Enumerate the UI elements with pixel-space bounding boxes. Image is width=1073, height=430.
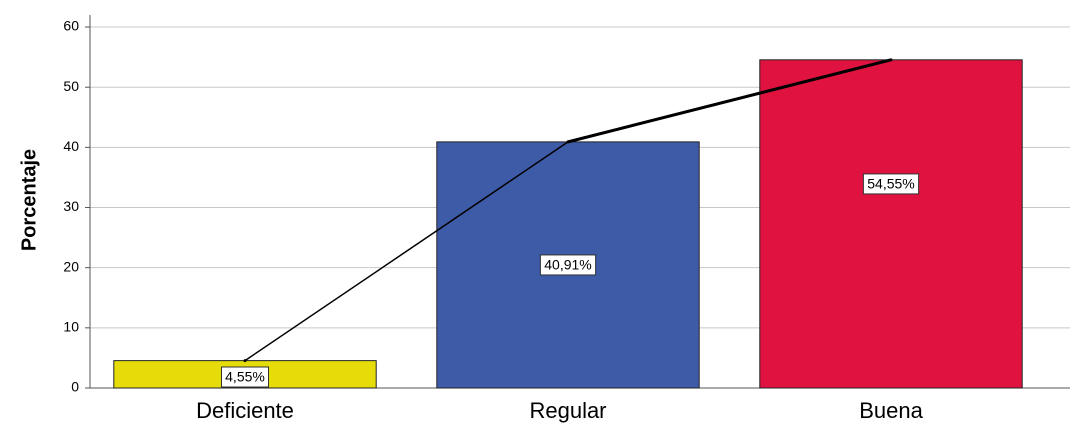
data-label: 54,55%	[867, 176, 914, 192]
trend-line-segment	[567, 58, 892, 144]
y-tick-label: 10	[63, 319, 79, 335]
data-label-box	[539, 254, 597, 276]
trend-line-group	[243, 58, 893, 363]
trend-line-segment	[244, 141, 569, 362]
trend-line-point	[889, 58, 893, 62]
y-tick-label: 60	[63, 18, 79, 34]
y-axis-title: Porcentaje	[18, 149, 40, 251]
y-tick-label: 50	[63, 78, 79, 94]
data-label: 40,91%	[544, 257, 591, 273]
data-label-box	[862, 173, 920, 195]
data-label: 4,55%	[225, 369, 265, 385]
y-tick-label: 20	[63, 258, 79, 274]
trend-line-point	[243, 359, 247, 363]
data-labels: 4,55% 40,91% 54,55%	[221, 173, 920, 388]
y-tick-labels: 0 10 20 30 40 50 60	[63, 18, 90, 395]
bar-buena	[759, 59, 1023, 389]
data-label-box	[221, 366, 269, 388]
x-tick-label: Regular	[529, 398, 606, 423]
bars	[113, 59, 1023, 389]
trend-line-point	[566, 140, 570, 144]
x-tick-label: Buena	[859, 398, 923, 423]
x-tick-label: Deficiente	[196, 398, 294, 423]
y-tick-label: 30	[63, 198, 79, 214]
x-tick-labels: Deficiente Regular Buena	[196, 398, 923, 423]
y-tick-label: 40	[63, 138, 79, 154]
y-tick-label: 0	[71, 379, 79, 395]
